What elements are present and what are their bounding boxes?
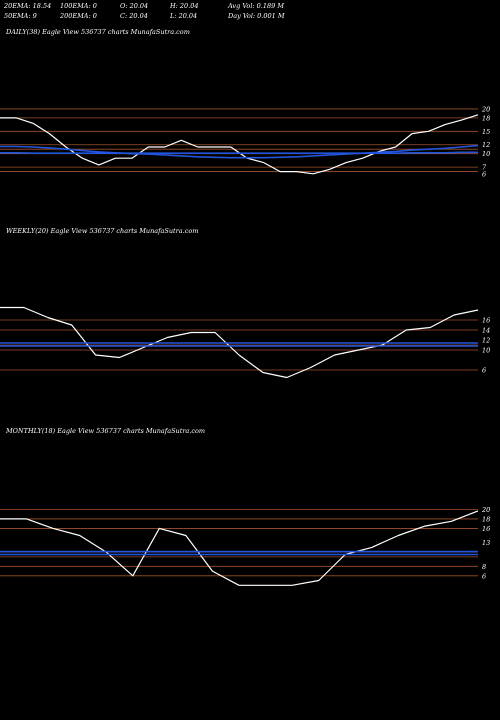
daily-tick-label-1: 18: [482, 114, 490, 122]
daily-tick-label-6: 6: [482, 171, 486, 179]
daily-tick-label-3: 12: [482, 141, 490, 149]
daily-ema-line-2: [0, 151, 478, 154]
weekly-tick-label-0: 16: [482, 317, 490, 325]
stat-open: O: 20.04: [120, 2, 149, 10]
daily-price-line-0: [0, 114, 479, 175]
monthly-price-line-0: [0, 510, 479, 586]
daily-tick-label-0: 20: [481, 105, 490, 113]
stat-high: H: 20.04: [170, 2, 199, 10]
daily-chart-title: DAILY(38) Eagle View 536737 charts Munaf…: [6, 28, 190, 36]
daily-tick-label-5: 7: [482, 164, 487, 172]
stat-close: C: 20.04: [120, 12, 148, 20]
stat-low: L: 20.04: [170, 12, 198, 20]
weekly-tick-label-4: 6: [482, 367, 486, 375]
weekly-tick-label-1: 14: [482, 327, 490, 335]
daily-ema-line-1: [0, 144, 479, 159]
monthly-tick-label-0: 20: [481, 506, 490, 514]
monthly-tick-label-3: 13: [482, 539, 490, 547]
stat-ema200: 200EMA: 0: [60, 12, 97, 20]
stat-ema50: 50EMA: 9: [4, 12, 37, 20]
daily-tick-label-2: 15: [482, 128, 490, 136]
weekly-tick-label-3: 10: [482, 347, 490, 355]
stat-ema100: 100EMA: 0: [60, 2, 97, 10]
stat-avg-vol: Avg Vol: 0.189 M: [228, 2, 285, 10]
monthly-tick-label-4: 8: [482, 563, 486, 571]
monthly-tick-label-2: 16: [482, 525, 490, 533]
monthly-chart-title: MONTHLY(18) Eagle View 536737 charts Mun…: [6, 427, 206, 435]
weekly-price-line-0: [0, 306, 479, 379]
monthly-tick-label-1: 18: [482, 515, 490, 523]
stat-day-vol: Day Vol: 0.001 M: [228, 12, 285, 20]
monthly-tick-label-5: 6: [482, 572, 486, 580]
daily-tick-label-4: 10: [482, 150, 490, 158]
weekly-chart-title: WEEKLY(20) Eagle View 536737 charts Muna…: [6, 227, 199, 235]
weekly-tick-label-2: 12: [482, 337, 490, 345]
stat-ema20: 20EMA: 18.54: [4, 2, 52, 10]
